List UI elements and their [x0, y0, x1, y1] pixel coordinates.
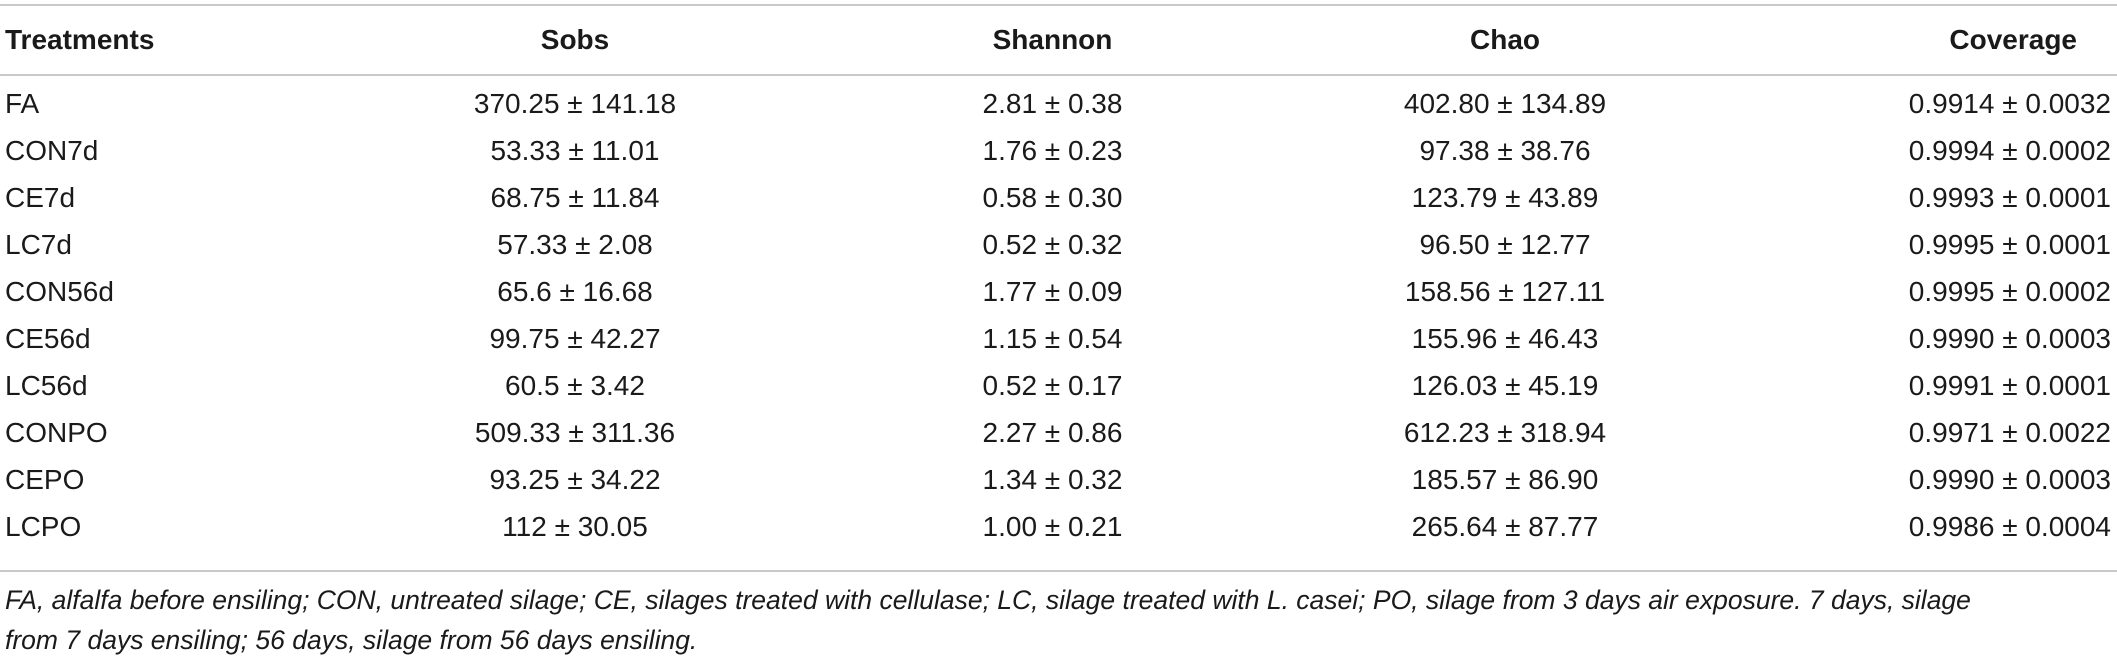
- table-row: LC7d 57.33 ± 2.08 0.52 ± 0.32 96.50 ± 12.77…: [0, 221, 2117, 268]
- cell-chao: 612.23 ± 318.94: [1403, 416, 1607, 448]
- cell-treatment: LCPO: [5, 510, 82, 542]
- cell-chao: 97.38 ± 38.76: [1419, 134, 1591, 166]
- cell-coverage: 0.9990 ± 0.0003: [1908, 463, 2111, 495]
- cell-shannon: 0.52 ± 0.17: [982, 369, 1123, 401]
- table-row: CE7d 68.75 ± 11.84 0.58 ± 0.30 123.79 ± 43.…: [0, 174, 2117, 221]
- cell-sobs: 509.33 ± 311.36: [474, 416, 676, 448]
- cell-chao: 96.50 ± 12.77: [1419, 228, 1591, 260]
- table-row: CEPO 93.25 ± 34.22 1.34 ± 0.32 185.57 ± 86.…: [0, 456, 2117, 503]
- table-row: CONPO 509.33 ± 311.36 2.27 ± 0.86 612.23 ± …: [0, 409, 2117, 456]
- cell-shannon: 0.58 ± 0.30: [982, 181, 1123, 213]
- cell-coverage: 0.9971 ± 0.0022: [1908, 416, 2111, 448]
- cell-chao: 126.03 ± 45.19: [1411, 369, 1599, 401]
- cell-sobs: 93.25 ± 34.22: [489, 463, 661, 495]
- cell-coverage: 0.9914 ± 0.0032: [1908, 87, 2111, 119]
- cell-treatment: CONPO: [5, 416, 108, 448]
- cell-sobs: 53.33 ± 11.01: [490, 134, 660, 166]
- cell-sobs: 112 ± 30.05: [502, 510, 648, 542]
- table-bottom-rule: [0, 570, 2117, 572]
- table-header-rule: [0, 74, 2117, 76]
- cell-chao: 123.79 ± 43.89: [1411, 181, 1599, 213]
- cell-shannon: 1.77 ± 0.09: [982, 275, 1123, 307]
- table-header-row: Treatments Sobs Shannon Chao Coverage: [0, 6, 2117, 74]
- cell-treatment: CON7d: [5, 134, 99, 166]
- table-top-rule: [0, 4, 2117, 6]
- cell-coverage: 0.9991 ± 0.0001: [1908, 369, 2111, 401]
- footnote-line-1: FA, alfalfa before ensiling; CON, untrea…: [5, 585, 1971, 615]
- cell-shannon: 0.52 ± 0.32: [982, 228, 1123, 260]
- cell-shannon: 2.27 ± 0.86: [982, 416, 1123, 448]
- cell-shannon: 1.15 ± 0.54: [982, 322, 1123, 354]
- cell-coverage: 0.9993 ± 0.0001: [1908, 181, 2111, 213]
- table-row: CON56d 65.6 ± 16.68 1.77 ± 0.09 158.56 ± 12…: [0, 268, 2117, 315]
- footnote-line-2: from 7 days ensiling; 56 days, silage fr…: [5, 625, 698, 655]
- table-row: LCPO 112 ± 30.05 1.00 ± 0.21 265.64 ± 87.77…: [0, 503, 2117, 550]
- header-shannon: Shannon: [992, 24, 1113, 55]
- cell-chao: 402.80 ± 134.89: [1403, 87, 1607, 119]
- cell-treatment: CE7d: [5, 181, 76, 213]
- table-row: CE56d 99.75 ± 42.27 1.15 ± 0.54 155.96 ± 46…: [0, 315, 2117, 362]
- cell-treatment: LC56d: [5, 369, 88, 401]
- alpha-diversity-table: Treatments Sobs Shannon Chao Coverage FA…: [0, 6, 2117, 550]
- cell-sobs: 68.75 ± 11.84: [490, 181, 660, 213]
- cell-shannon: 1.00 ± 0.21: [982, 510, 1123, 542]
- cell-sobs: 99.75 ± 42.27: [489, 322, 661, 354]
- table-row: CON7d 53.33 ± 11.01 1.76 ± 0.23 97.38 ± 38.…: [0, 127, 2117, 174]
- cell-shannon: 2.81 ± 0.38: [982, 87, 1123, 119]
- cell-treatment: FA: [5, 87, 40, 119]
- cell-treatment: CON56d: [5, 275, 114, 307]
- cell-treatment: CE56d: [5, 322, 91, 354]
- cell-chao: 155.96 ± 46.43: [1411, 322, 1599, 354]
- cell-coverage: 0.9994 ± 0.0002: [1908, 134, 2111, 166]
- table-row: LC56d 60.5 ± 3.42 0.52 ± 0.17 126.03 ± 45.1…: [0, 362, 2117, 409]
- cell-sobs: 370.25 ± 141.18: [473, 87, 677, 119]
- header-treatments: Treatments: [5, 24, 155, 55]
- header-sobs: Sobs: [540, 24, 610, 55]
- cell-chao: 185.57 ± 86.90: [1411, 463, 1599, 495]
- cell-sobs: 57.33 ± 2.08: [497, 228, 653, 260]
- cell-treatment: LC7d: [5, 228, 72, 260]
- cell-shannon: 1.34 ± 0.32: [982, 463, 1123, 495]
- table-footnote: FA, alfalfa before ensiling; CON, untrea…: [5, 580, 2105, 660]
- header-chao: Chao: [1470, 24, 1540, 55]
- cell-coverage: 0.9995 ± 0.0001: [1908, 228, 2111, 260]
- cell-coverage: 0.9986 ± 0.0004: [1908, 510, 2111, 542]
- cell-coverage: 0.9990 ± 0.0003: [1908, 322, 2111, 354]
- cell-treatment: CEPO: [5, 463, 85, 495]
- cell-chao: 158.56 ± 127.11: [1404, 275, 1606, 307]
- cell-sobs: 60.5 ± 3.42: [505, 369, 645, 401]
- header-coverage: Coverage: [1949, 24, 2077, 55]
- cell-chao: 265.64 ± 87.77: [1411, 510, 1599, 542]
- cell-sobs: 65.6 ± 16.68: [497, 275, 653, 307]
- table-row: FA 370.25 ± 141.18 2.81 ± 0.38 402.80 ± 134…: [0, 74, 2117, 127]
- cell-coverage: 0.9995 ± 0.0002: [1908, 275, 2111, 307]
- cell-shannon: 1.76 ± 0.23: [982, 134, 1123, 166]
